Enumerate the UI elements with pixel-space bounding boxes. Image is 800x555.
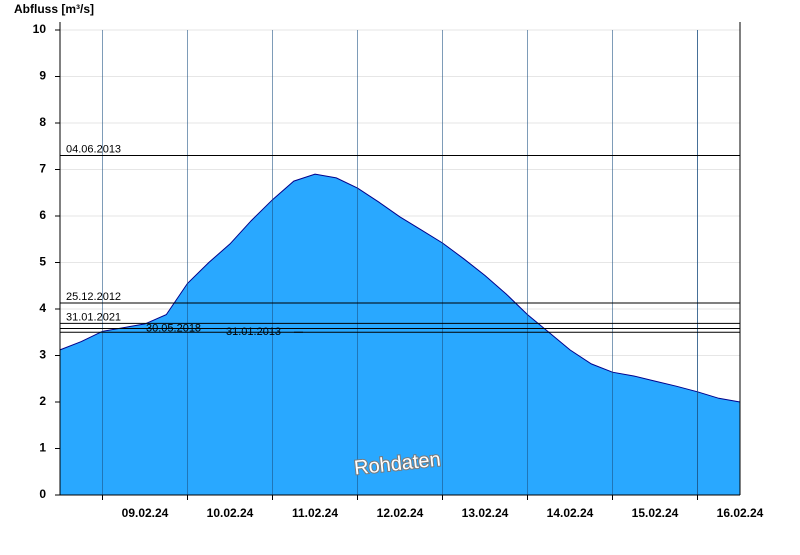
x-tick-label: 11.02.24 — [292, 506, 338, 520]
y-tick-label: 10 — [33, 22, 47, 36]
x-tick-label: 14.02.24 — [547, 506, 594, 520]
x-tick-label: 10.02.24 — [207, 506, 254, 520]
reference-lines: 04.06.2013 25.12.2012 31.01.2021 30.05.2018… — [60, 144, 740, 338]
area-fill — [60, 174, 740, 495]
y-tick-label: 8 — [39, 115, 46, 129]
y-tick-label: 5 — [39, 255, 46, 269]
reference-label: 31.01.2021 — [66, 311, 121, 323]
y-tick-label: 2 — [39, 394, 46, 408]
reference-label: 25.12.2012 — [66, 291, 121, 303]
x-tick-label: 16.02.24 — [717, 506, 764, 520]
y-axis-ticks: 0 1 2 3 4 5 6 7 8 9 10 — [33, 22, 60, 501]
y-tick-label: 3 — [39, 348, 46, 362]
area-series — [59, 173, 741, 495]
x-tick-label: 15.02.24 — [632, 506, 679, 520]
y-tick-label: 1 — [39, 441, 46, 455]
x-tick-label: 09.02.24 — [122, 506, 169, 520]
y-tick-label: 7 — [39, 162, 46, 176]
x-axis-ticks: 09.02.24 10.02.24 11.02.24 12.02.24 13.02.24… — [102, 495, 764, 520]
x-tick-label: 12.02.24 — [377, 506, 424, 520]
reference-label: 30.05.2018 — [146, 322, 201, 334]
y-axis-title: Abfluss [m³/s] — [14, 2, 94, 16]
y-tick-label: 9 — [39, 69, 46, 83]
series-line — [59, 173, 741, 403]
y-tick-label: 4 — [39, 301, 46, 315]
day-separators — [102, 30, 698, 495]
reference-label: 04.06.2013 — [66, 144, 121, 156]
reference-label: 31.01.2013 — [226, 326, 281, 338]
y-tick-label: 6 — [39, 208, 46, 222]
y-tick-label: 0 — [39, 487, 46, 501]
x-tick-label: 13.02.24 — [462, 506, 509, 520]
axes — [59, 22, 741, 496]
